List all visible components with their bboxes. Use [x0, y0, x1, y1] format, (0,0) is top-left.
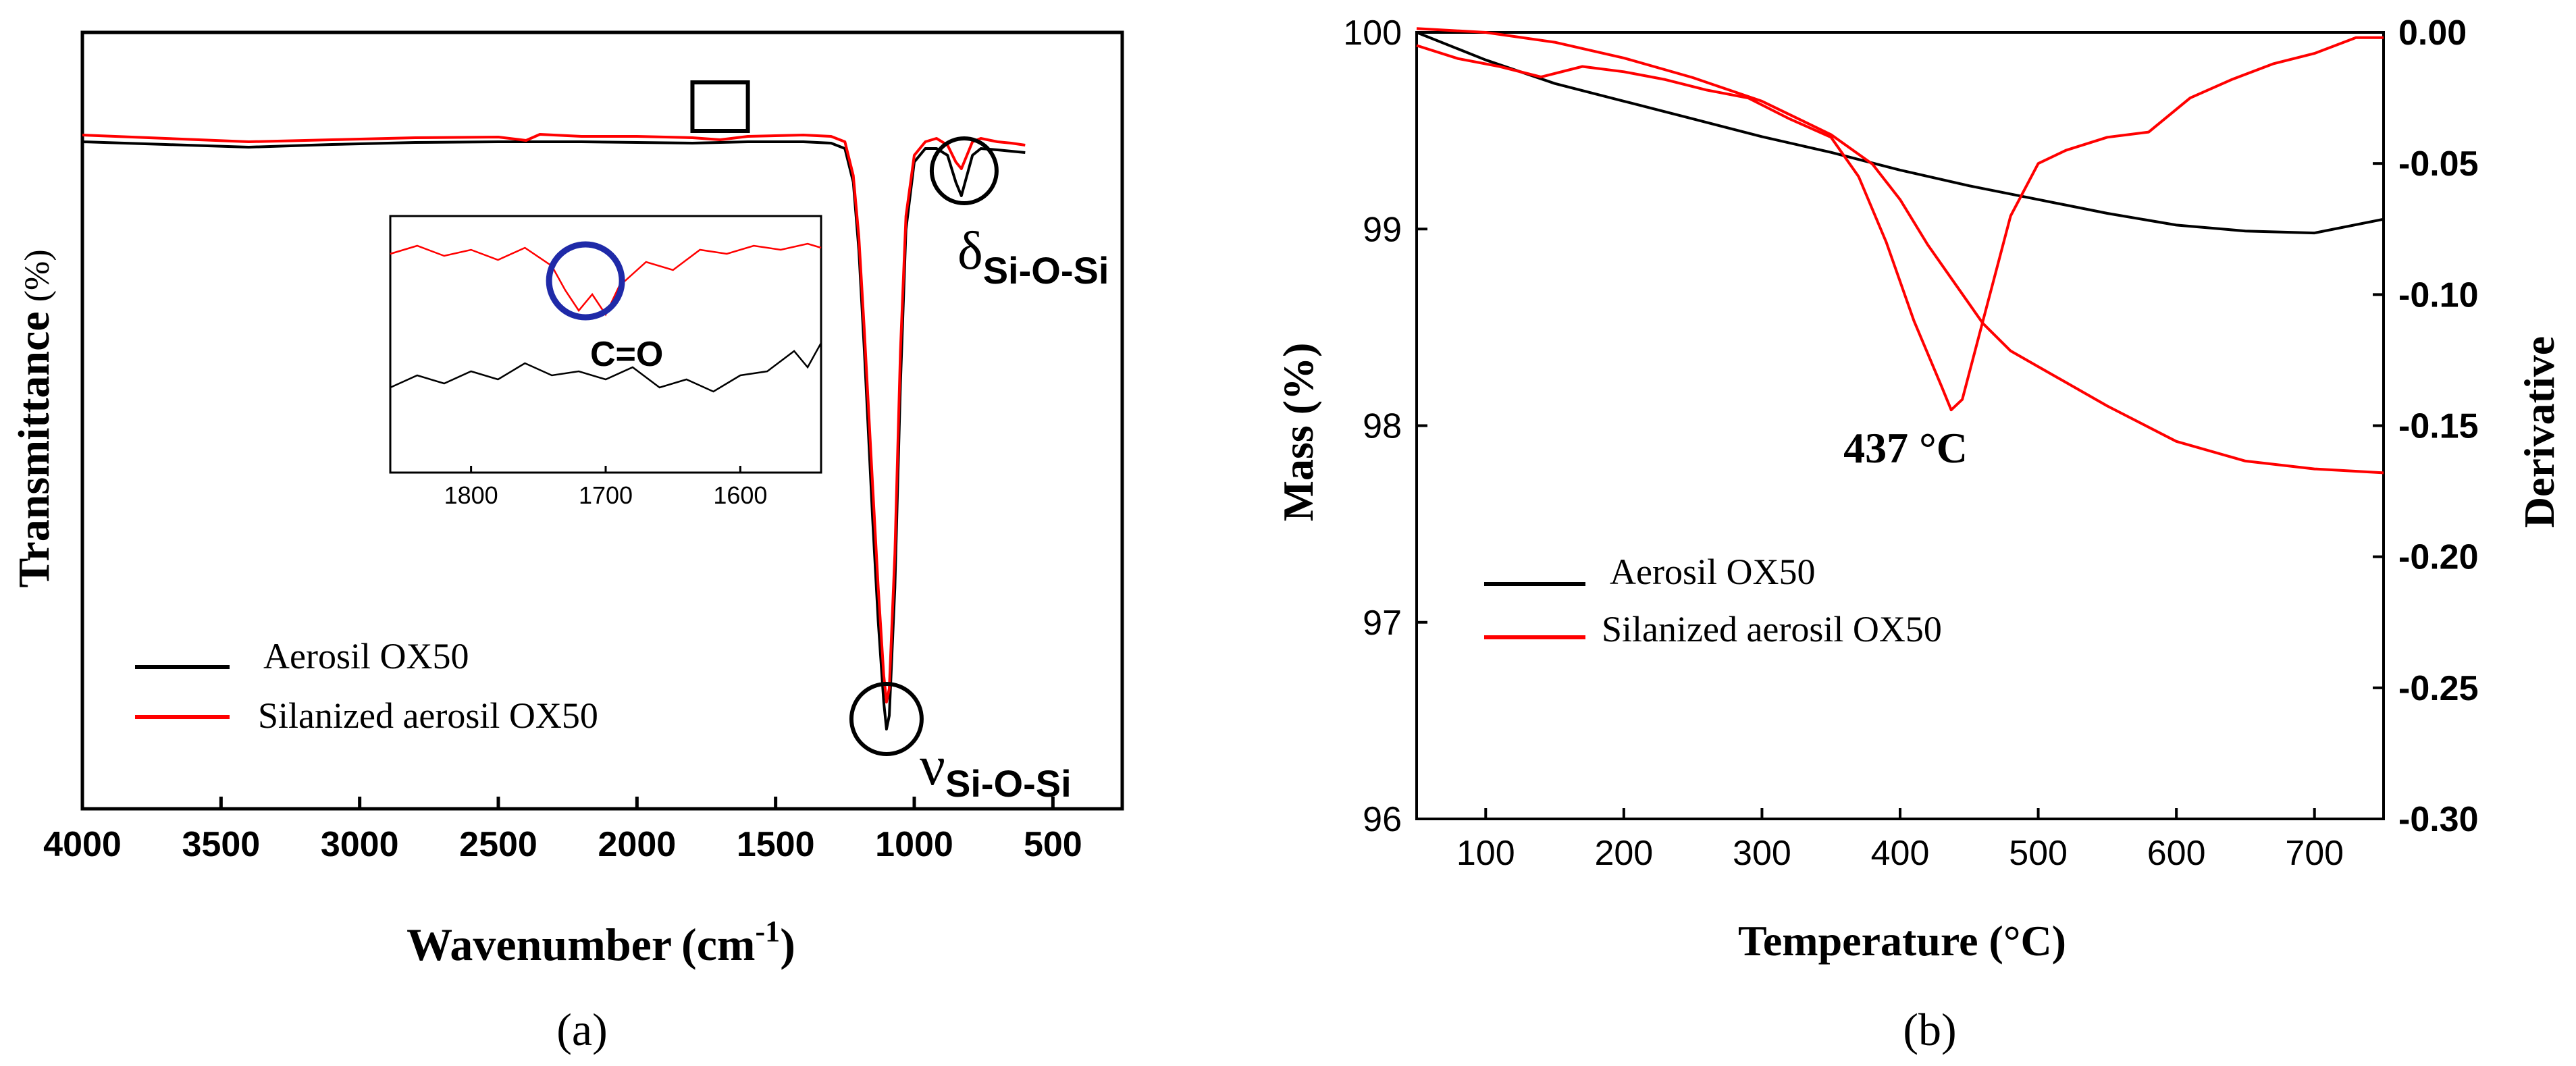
inset-series-line-1 [390, 342, 822, 393]
c-o-circle [546, 241, 625, 321]
inset-series [390, 242, 822, 393]
panel-a-x-tick-label: 1000 [875, 825, 953, 864]
legend-label-silanized: Silanized aerosil OX50 [258, 695, 598, 736]
panel-b-series-line-0 [1416, 31, 2384, 235]
panel-b-series-line-1 [1416, 27, 2384, 475]
panel-a-x-tick-label: 2000 [598, 825, 676, 864]
legend-label-aerosil: Aerosil OX50 [263, 636, 469, 676]
panel-b-x-tick-label: 300 [1733, 834, 1791, 873]
panel-a-series-line-1 [82, 133, 1026, 703]
panel-b-x-tick-label: 100 [1456, 834, 1515, 873]
panel-a-series [82, 133, 1026, 730]
panel-a-series-line-0 [82, 140, 1026, 730]
panel-b-x-tick-label: 600 [2147, 834, 2206, 873]
panel-b-x-tick-label: 500 [2009, 834, 2068, 873]
delta-si-o-si-circle [929, 136, 999, 205]
panel-b-legend: Aerosil OX50 Silanized aerosil OX50 [1484, 552, 1942, 649]
panel-b-x-axis-title: Temperature (°C) [1738, 917, 2066, 965]
inset-x-axis: 1800 1700 1600 [444, 466, 767, 509]
panel-b-y-tick-label: 100 [1343, 14, 1402, 53]
panel-b-x-tick-label: 200 [1594, 834, 1653, 873]
panel-b-x-axis: 100 200 300 400 500 600 700 [1456, 808, 2344, 873]
panel-b-y-tick-label: 99 [1363, 210, 1402, 249]
panel-b-y2-axis-title: Derivative [2515, 336, 2563, 528]
peak-temperature-label: 437 °C [1843, 424, 1968, 472]
panel-b-y2-tick-label: -0.25 [2398, 669, 2479, 708]
inset-x-tick-label: 1800 [444, 481, 498, 509]
panel-b-x-tick-label: 700 [2285, 834, 2344, 873]
c-o-label: C=O [590, 335, 663, 374]
legend-label-aerosil-b: Aerosil OX50 [1610, 552, 1815, 592]
panel-b-y2-tick-label: -0.10 [2398, 275, 2479, 315]
panel-b-tga-chart: 100 200 300 400 500 600 700 96 97 98 99 100 0.00 -0… [1274, 14, 2563, 1055]
panel-a-x-tick-label: 4000 [43, 825, 122, 864]
delta-si-o-si-label: δSi-O-Si [957, 221, 1109, 292]
panel-a-x-axis-title: Wavenumber (cm-1) [406, 915, 795, 970]
panel-b-y2-tick-label: -0.05 [2398, 144, 2479, 184]
inset-frame [389, 215, 822, 474]
panel-a-ftir-chart: 4000 3500 3000 2500 2000 1500 1000 500 νSi-O-Si… [9, 30, 1124, 1055]
panel-a-x-tick-label: 1500 [737, 825, 815, 864]
panel-b-series-line-2 [1416, 36, 2384, 412]
legend-label-silanized-b: Silanized aerosil OX50 [1602, 609, 1942, 649]
panel-b-y2-tick-label: 0.00 [2398, 14, 2467, 53]
panel-a-x-axis: 4000 3500 3000 2500 2000 1500 1000 500 [43, 797, 1082, 864]
panel-a-x-tick-label: 2500 [459, 825, 537, 864]
inset-x-tick-label: 1700 [579, 481, 633, 509]
panel-a-x-tick-label: 500 [1024, 825, 1082, 864]
panel-a-highlight-box [690, 80, 750, 133]
panel-a-legend: Aerosil OX50 Silanized aerosil OX50 [135, 636, 598, 736]
panel-b-y-axis-mass: 96 97 98 99 100 [1343, 14, 1427, 839]
panel-b-y2-tick-label: -0.20 [2398, 538, 2479, 577]
inset-x-tick-label: 1600 [713, 481, 767, 509]
panel-b-y-tick-label: 98 [1363, 407, 1402, 446]
panel-b-series [1416, 27, 2384, 475]
panel-a-x-tick-label: 3000 [321, 825, 399, 864]
panel-a-plot-frame [80, 30, 1124, 811]
panel-b-x-tick-label: 400 [1871, 834, 1930, 873]
panel-a-x-tick-label: 3500 [182, 825, 260, 864]
nu-si-o-si-circle [849, 682, 924, 756]
panel-a-y-axis-title: Transmittance(%) [9, 249, 59, 587]
panel-b-y-axis-derivative: 0.00 -0.05 -0.10 -0.15 -0.20 -0.25 -0.30 [2373, 14, 2479, 839]
panel-b-y2-tick-label: -0.15 [2398, 407, 2479, 446]
panel-b-y-axis-title: Mass (%) [1274, 343, 1322, 522]
nu-si-o-si-label: νSi-O-Si [920, 735, 1072, 805]
panel-b-y-tick-label: 97 [1363, 604, 1402, 643]
panel-b-y-tick-label: 96 [1363, 800, 1402, 839]
panel-a-inset-chart: 1800 1700 1600 C=O [389, 215, 822, 509]
panel-b-caption: (b) [1903, 1004, 1956, 1055]
panel-a-caption: (a) [556, 1004, 607, 1055]
inset-series-line-0 [390, 242, 822, 317]
panel-b-y2-tick-label: -0.30 [2398, 800, 2479, 839]
